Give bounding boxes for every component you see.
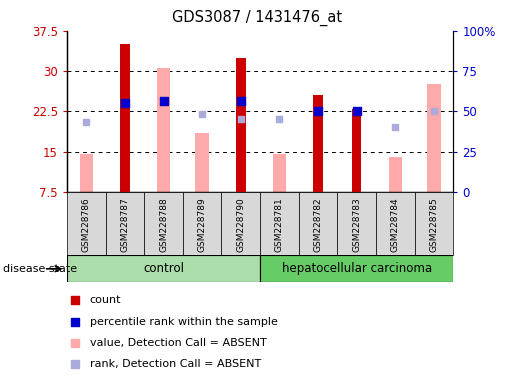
Point [236,98,245,104]
Text: percentile rank within the sample: percentile rank within the sample [90,316,278,327]
Point [275,116,283,122]
Point [71,318,79,324]
Point [391,124,400,131]
Text: GSM228790: GSM228790 [236,197,245,252]
Text: value, Detection Call = ABSENT: value, Detection Call = ABSENT [90,338,267,348]
Point [352,108,360,114]
Point [236,116,245,122]
Bar [299,192,337,255]
Text: GSM228783: GSM228783 [352,197,361,252]
Bar [260,255,453,282]
Bar [157,68,170,192]
Bar [67,192,106,255]
Bar [144,192,183,255]
Point [159,98,167,104]
Text: GSM228784: GSM228784 [391,197,400,252]
Text: hepatocellular carcinoma: hepatocellular carcinoma [282,262,432,275]
Text: disease state: disease state [3,264,77,274]
Text: count: count [90,295,122,306]
Bar [388,157,402,192]
Point [121,100,129,106]
Bar [376,192,415,255]
Bar [106,192,144,255]
Bar [120,44,130,192]
Text: GSM228789: GSM228789 [198,197,207,252]
Point [159,98,167,104]
Text: GSM228782: GSM228782 [314,197,322,252]
Point [198,111,206,117]
Point [71,297,79,303]
Bar [79,154,93,192]
Bar [313,95,323,192]
Text: GSM228781: GSM228781 [275,197,284,252]
Bar [427,84,441,192]
Point [314,108,322,114]
Point [71,361,79,367]
Text: rank, Detection Call = ABSENT: rank, Detection Call = ABSENT [90,359,261,369]
Text: GSM228787: GSM228787 [121,197,129,252]
Point [82,119,91,125]
Text: GDS3087 / 1431476_at: GDS3087 / 1431476_at [173,10,342,26]
Bar [337,192,376,255]
Text: GSM228785: GSM228785 [430,197,438,252]
Point [71,339,79,346]
Text: GSM228788: GSM228788 [159,197,168,252]
Bar [272,154,286,192]
Bar [183,192,221,255]
Bar [415,192,453,255]
Bar [236,58,246,192]
Bar [260,192,299,255]
Text: GSM228786: GSM228786 [82,197,91,252]
Bar [352,109,362,192]
Bar [221,192,260,255]
Bar [67,255,260,282]
Bar [195,133,209,192]
Point [430,108,438,114]
Text: control: control [143,262,184,275]
